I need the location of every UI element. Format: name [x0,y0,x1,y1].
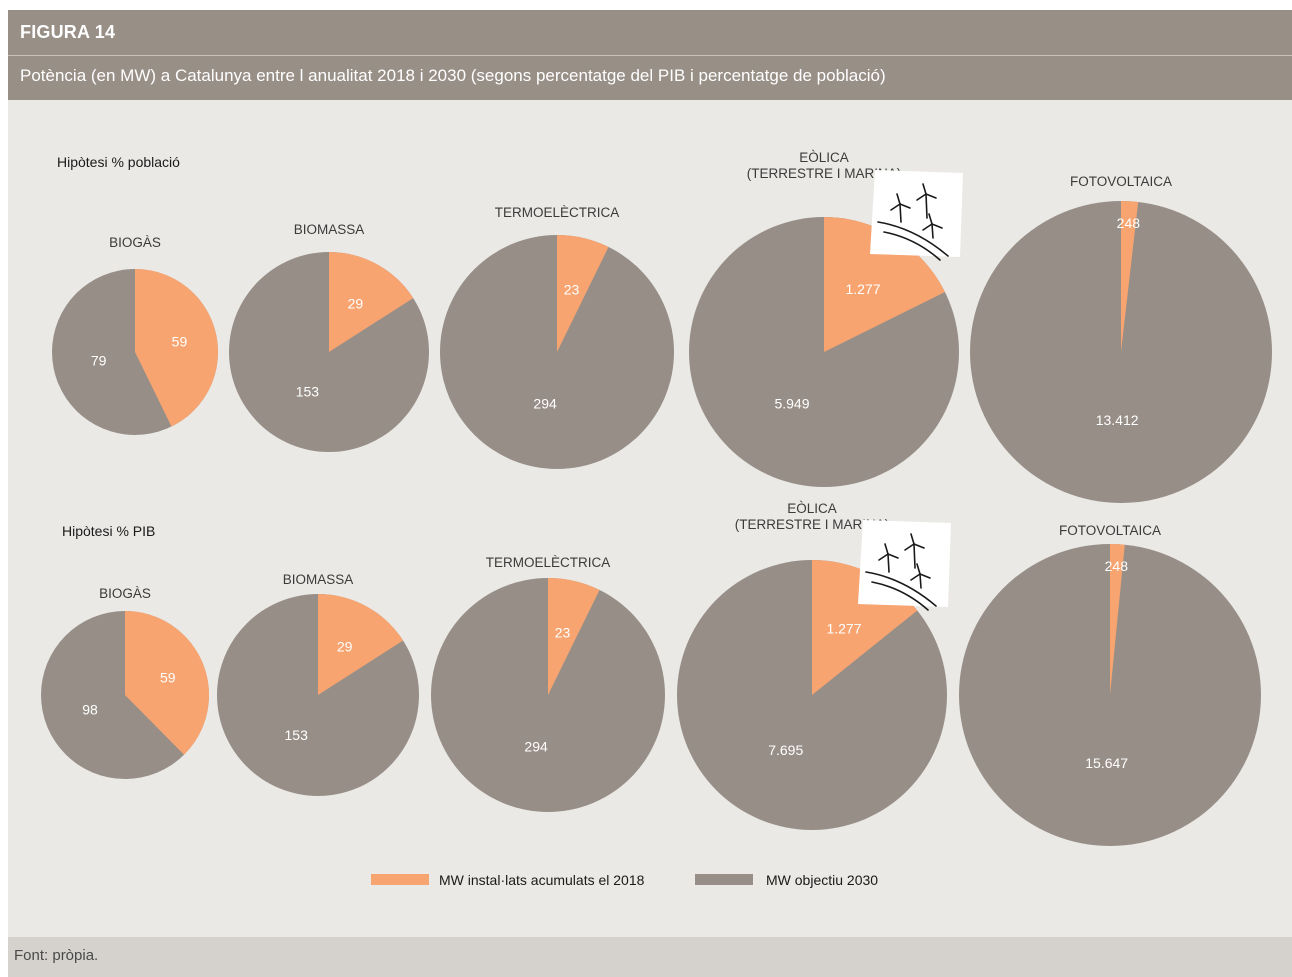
legend: MW instal·lats acumulats el 2018 MW objec… [371,872,878,888]
pie-category-label: TERMOELÈCTRICA [495,205,620,220]
pie-value-installed: 1.277 [826,620,861,636]
legend-swatch-objective [695,874,753,885]
pie-value-installed: 248 [1117,215,1141,231]
pie-category-label: FOTOVOLTAICA [1059,523,1161,538]
pie-value-objective: 15.647 [1085,755,1128,771]
pie-slice-installed [557,235,609,352]
legend-label-installed: MW instal·lats acumulats el 2018 [439,872,645,888]
legend-swatch-installed [371,874,429,885]
pie-category-label: BIOGÀS [109,235,161,250]
pie-chart: BIOMASSA 29 153 [217,572,419,796]
figure-header: FIGURA 14 Potència (en MW) a Catalunya e… [8,10,1292,100]
pie-value-installed: 23 [564,281,580,297]
pie-chart: FOTOVOLTAICA 248 15.647 [959,523,1261,846]
pie-value-objective: 98 [82,701,98,717]
pie-value-objective: 153 [296,383,320,399]
pie-value-installed: 59 [160,669,176,685]
pie-value-installed: 59 [172,334,188,350]
pie-chart: BIOGÀS 59 79 [52,235,218,435]
header-divider [8,55,1292,56]
pie-value-installed: 1.277 [845,281,880,297]
pie-chart: TERMOELÈCTRICA 23 294 [431,555,665,812]
pie-value-installed: 29 [348,296,364,312]
pie-value-objective: 79 [91,352,107,368]
pie-value-objective: 294 [533,395,557,411]
pie-category-label: TERMOELÈCTRICA [486,555,611,570]
pie-chart: FOTOVOLTAICA 248 13.412 [970,174,1272,503]
legend-label-objective: MW objectiu 2030 [766,872,878,888]
pie-chart: BIOGÀS 59 98 [41,586,209,779]
source-note: Font: pròpia. [14,947,99,964]
pie-category-label: FOTOVOLTAICA [1070,174,1172,189]
pie-category-label: EÒLICA [787,501,837,516]
pie-chart: BIOMASSA 29 153 [229,222,429,452]
pie-slice-installed [824,217,945,352]
pie-category-label: (TERRESTRE I MARINA) [747,166,902,181]
source-footer: Font: pròpia. [8,937,1292,977]
hypothesis-title: Hipòtesi % població [57,154,180,170]
pie-value-objective: 7.695 [768,742,803,758]
pie-slice-installed [1110,544,1125,695]
pie-value-objective: 294 [524,738,548,754]
pie-slice-installed [125,611,209,755]
pie-category-label: (TERRESTRE I MARINA) [735,517,890,532]
pie-slice-installed [329,252,414,352]
pie-category-label: EÒLICA [799,150,849,165]
pie-category-label: BIOGÀS [99,586,151,601]
figure-label: FIGURA 14 [20,22,116,42]
pie-value-installed: 29 [337,638,353,654]
pie-slice-installed [1121,201,1139,352]
pie-slice-installed [318,594,404,695]
pie-slice-installed [135,269,218,427]
pie-category-label: BIOMASSA [283,572,354,587]
pie-category-label: BIOMASSA [294,222,365,237]
hypothesis-title: Hipòtesi % PIB [62,523,155,539]
pie-slice-installed [548,578,600,695]
pie-value-objective: 13.412 [1096,412,1139,428]
pie-value-objective: 5.949 [774,396,809,412]
pie-chart: TERMOELÈCTRICA 23 294 [440,205,674,469]
pie-chart: EÒLICA(TERRESTRE I MARINA) 1.277 5.949 [689,150,959,487]
figure-title: Potència (en MW) a Catalunya entre l anu… [20,66,886,85]
wind-turbines-icon [870,170,963,261]
pie-value-installed: 248 [1105,558,1129,574]
pie-value-objective: 153 [285,727,309,743]
wind-turbines-icon [858,520,951,611]
pie-value-installed: 23 [555,624,571,640]
